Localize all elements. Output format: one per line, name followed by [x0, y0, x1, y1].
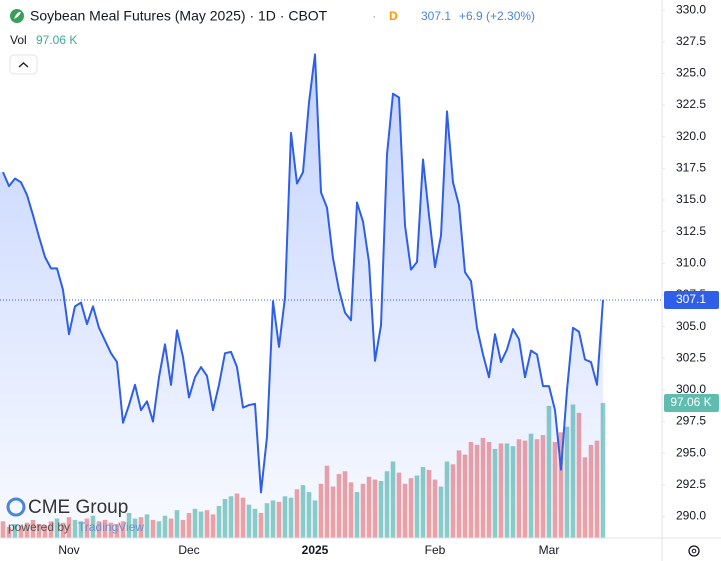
price-change: +6.9 (+2.30%) — [459, 9, 535, 23]
volume-tag — [664, 394, 719, 412]
settings-button[interactable] — [688, 545, 700, 557]
symbol-icon-leaf — [14, 11, 21, 19]
plot-area — [0, 53, 662, 538]
y-tick-label: 295.0 — [676, 445, 706, 459]
area-fill — [0, 54, 603, 538]
chart-title: Soybean Meal Futures (May 2025) · 1D · C… — [30, 8, 328, 24]
y-tick-label: 290.0 — [676, 509, 706, 523]
cme-logo: CME Group — [28, 497, 128, 518]
volume-value: 97.06 K — [36, 33, 77, 47]
y-tick-label: 312.5 — [676, 224, 706, 238]
collapse-icon — [18, 62, 29, 68]
y-tick-label: 310.0 — [676, 255, 706, 269]
x-tick-label: Nov — [58, 543, 79, 557]
x-tick-label: 2025 — [302, 543, 329, 557]
price-line — [2, 53, 604, 494]
tradingview-logo: TradingView — [78, 520, 144, 534]
volume-tag-label: 97.06 K — [670, 395, 711, 409]
settings-icon — [691, 548, 697, 554]
collapse-button[interactable] — [9, 54, 38, 75]
y-tick-label: 330.0 — [676, 2, 706, 16]
x-tick-label: Feb — [425, 543, 446, 557]
y-tick-label: 320.0 — [676, 129, 706, 143]
x-tick-label: Mar — [539, 543, 560, 557]
y-tick-label: 325.0 — [676, 66, 706, 80]
y-tick-label: 292.5 — [676, 477, 706, 491]
y-tick-label: 300.0 — [676, 382, 706, 396]
last-price: 307.1 — [421, 9, 451, 23]
y-tick-label: 322.5 — [676, 97, 706, 111]
powered-by: powered by — [8, 520, 70, 534]
market-status: D — [389, 9, 398, 23]
volume-label: Vol — [10, 33, 27, 47]
x-tick-label: Dec — [178, 543, 199, 557]
y-tick-label: 297.5 — [676, 414, 706, 428]
y-tick-label: 305.0 — [676, 319, 706, 333]
y-tick-label: 315.0 — [676, 192, 706, 206]
y-tick-label: 327.5 — [676, 34, 706, 48]
y-tick-label: 317.5 — [676, 161, 706, 175]
last-price-tag-label: 307.1 — [676, 292, 706, 306]
y-tick-label: 302.5 — [676, 350, 706, 364]
cme-logo-icon — [6, 497, 26, 517]
separator: · — [372, 8, 377, 24]
last-price-tag — [664, 291, 719, 310]
